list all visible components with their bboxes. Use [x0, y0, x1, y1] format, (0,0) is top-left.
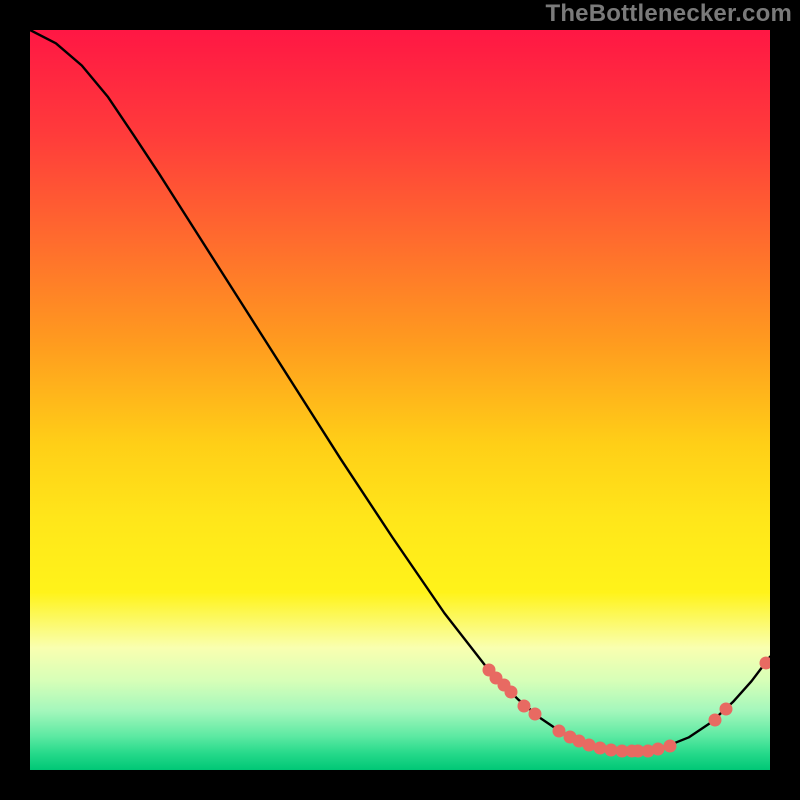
data-marker [708, 713, 721, 726]
data-marker [528, 707, 541, 720]
data-marker [664, 739, 677, 752]
plot-svg [30, 30, 770, 770]
data-marker [505, 686, 518, 699]
data-marker [760, 656, 770, 669]
plot-background [30, 30, 770, 770]
chart-stage: TheBottlenecker.com [0, 0, 800, 800]
data-marker [719, 703, 732, 716]
data-marker [651, 743, 664, 756]
plot-area [30, 30, 770, 770]
watermark-text: TheBottlenecker.com [545, 0, 792, 28]
